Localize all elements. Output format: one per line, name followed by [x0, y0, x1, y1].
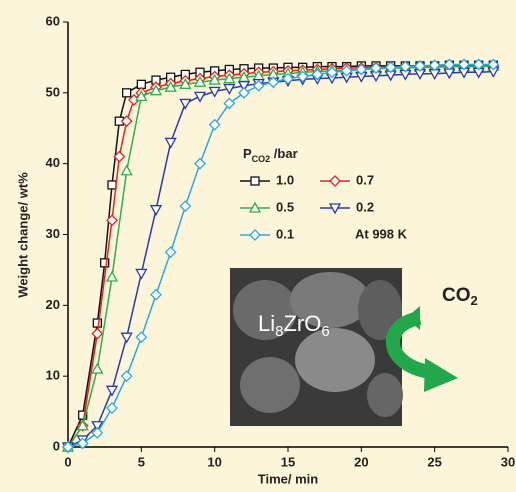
legend-marker [251, 177, 259, 185]
arrow-head [424, 358, 458, 392]
y-tick-label: 40 [46, 155, 60, 170]
marker [239, 88, 249, 98]
marker [195, 159, 205, 169]
legend-label: 0.7 [356, 172, 374, 187]
grain [240, 357, 300, 413]
label-part: CO [442, 285, 471, 306]
x-tick-label: 15 [281, 454, 295, 469]
x-tick-label: 20 [354, 454, 368, 469]
label-part: 6 [321, 323, 329, 340]
marker [122, 333, 132, 342]
legend-label: 0.2 [356, 199, 374, 214]
marker [224, 98, 234, 108]
marker [107, 403, 117, 413]
annotation: At 998 K [355, 226, 408, 241]
marker [180, 99, 190, 108]
grain [295, 328, 375, 392]
label-part: CO2 [252, 154, 271, 164]
legend-marker [330, 176, 340, 186]
page: {"chart_data":{"type":"line", "x_label":… [0, 0, 516, 492]
marker [210, 120, 220, 130]
marker [195, 92, 205, 101]
marker [136, 269, 146, 278]
marker [122, 166, 132, 175]
label-part: P [243, 146, 252, 161]
marker [108, 181, 116, 189]
marker [107, 386, 117, 395]
y-tick-label: 60 [46, 13, 60, 28]
chart: Time/ min Weight change/ wt% Li8ZrO6 CO2… [0, 0, 516, 492]
x-tick-label: 0 [64, 454, 71, 469]
marker [122, 371, 132, 381]
y-tick-label: 10 [46, 368, 60, 383]
marker [166, 138, 176, 147]
arrow [393, 318, 430, 372]
inset: Li8ZrO6 CO2 [230, 268, 478, 426]
x-tick-label: 30 [501, 454, 515, 469]
marker [136, 332, 146, 342]
marker [166, 247, 176, 257]
marker [123, 89, 131, 97]
marker [151, 290, 161, 300]
label-part: 8 [275, 323, 283, 340]
legend-marker [250, 230, 260, 240]
y-tick-label: 0 [53, 438, 60, 453]
legend-label: 0.5 [276, 199, 294, 214]
x-axis-label: Time/ min [258, 471, 319, 486]
marker [93, 319, 101, 327]
grain [367, 373, 403, 417]
gas-label: CO2 [442, 285, 478, 308]
marker [107, 272, 117, 281]
x-tick-label: 5 [138, 454, 145, 469]
legend-label: 1.0 [276, 172, 294, 187]
x-tick-label: 25 [427, 454, 441, 469]
label-part: 2 [471, 293, 478, 308]
label-part: /bar [270, 146, 297, 161]
legend-title: PCO2 /bar [243, 146, 298, 164]
marker [151, 206, 161, 215]
y-tick-label: 20 [46, 297, 60, 312]
y-axis-label: Weight change/ wt% [15, 172, 30, 298]
label-part: ZrO [283, 311, 321, 336]
legend-label: 0.1 [276, 226, 294, 241]
marker [92, 329, 102, 339]
label-part: Li [258, 311, 275, 336]
inset-label: Li8ZrO6 [258, 311, 330, 340]
y-tick-label: 50 [46, 84, 60, 99]
marker [180, 201, 190, 211]
x-tick-label: 10 [207, 454, 221, 469]
y-tick-label: 30 [46, 226, 60, 241]
marker [92, 364, 102, 373]
